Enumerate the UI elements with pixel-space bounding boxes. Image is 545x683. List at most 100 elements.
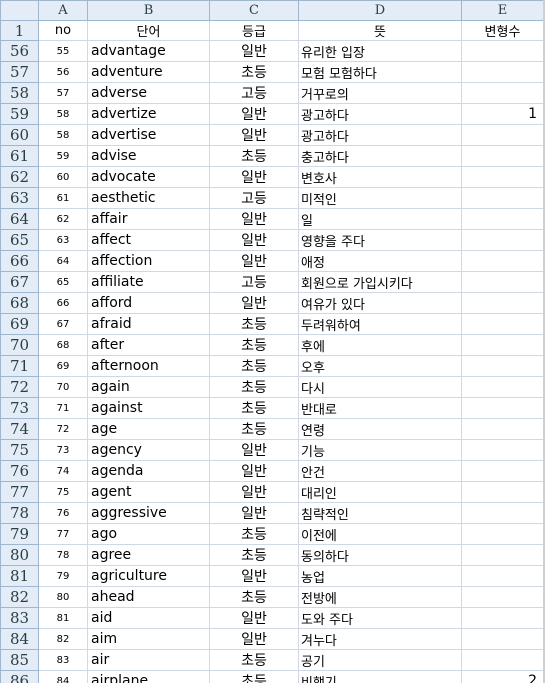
cell-no[interactable]: 59	[38, 145, 88, 167]
row-header[interactable]: 82	[0, 586, 39, 608]
cell-meaning[interactable]: 대리인	[298, 481, 462, 503]
row-header[interactable]: 56	[0, 40, 39, 62]
cell-no[interactable]: 64	[38, 250, 88, 272]
cell-word[interactable]: affection	[87, 250, 210, 272]
cell-word[interactable]: again	[87, 376, 210, 398]
cell-word[interactable]: advocate	[87, 166, 210, 188]
row-header[interactable]: 80	[0, 544, 39, 566]
cell-variant[interactable]	[461, 250, 544, 272]
cell-meaning[interactable]: 유리한 입장	[298, 40, 462, 62]
cell-no[interactable]: 73	[38, 439, 88, 461]
cell-grade[interactable]: 초등	[209, 397, 299, 419]
cell-meaning[interactable]: 오후	[298, 355, 462, 377]
cell-grade[interactable]: 일반	[209, 565, 299, 587]
cell-grade[interactable]: 초등	[209, 586, 299, 608]
cell-no[interactable]: 77	[38, 523, 88, 545]
cell-grade[interactable]: 일반	[209, 502, 299, 524]
cell-grade[interactable]: 일반	[209, 124, 299, 146]
cell-no[interactable]: 61	[38, 187, 88, 209]
cell-meaning[interactable]: 거꾸로의	[298, 82, 462, 104]
column-header-c[interactable]: C	[209, 0, 299, 21]
cell-meaning[interactable]: 동의하다	[298, 544, 462, 566]
cell-no[interactable]: 56	[38, 61, 88, 83]
cell-no[interactable]: 67	[38, 313, 88, 335]
cell-variant[interactable]	[461, 628, 544, 650]
cell-no[interactable]: 62	[38, 208, 88, 230]
cell-word[interactable]: against	[87, 397, 210, 419]
cell-word[interactable]: affiliate	[87, 271, 210, 293]
cell-variant[interactable]	[461, 502, 544, 524]
cell-no[interactable]: 82	[38, 628, 88, 650]
cell-meaning[interactable]: 반대로	[298, 397, 462, 419]
cell-variant[interactable]	[461, 271, 544, 293]
cell-meaning[interactable]: 후에	[298, 334, 462, 356]
column-header-b[interactable]: B	[87, 0, 210, 21]
cell-grade[interactable]: 초등	[209, 418, 299, 440]
row-header[interactable]: 61	[0, 145, 39, 167]
cell-grade[interactable]: 초등	[209, 670, 299, 683]
cell-variant[interactable]	[461, 40, 544, 62]
row-header[interactable]: 70	[0, 334, 39, 356]
cell-meaning[interactable]: 애정	[298, 250, 462, 272]
cell-grade[interactable]: 일반	[209, 481, 299, 503]
row-header[interactable]: 57	[0, 61, 39, 83]
cell-grade[interactable]: 일반	[209, 628, 299, 650]
cell-meaning[interactable]: 충고하다	[298, 145, 462, 167]
cell-variant[interactable]	[461, 187, 544, 209]
cell-grade[interactable]: 고등	[209, 82, 299, 104]
cell-variant[interactable]	[461, 586, 544, 608]
cell-word[interactable]: agriculture	[87, 565, 210, 587]
cell-meaning[interactable]: 이전에	[298, 523, 462, 545]
cell-word[interactable]: adventure	[87, 61, 210, 83]
cell-variant[interactable]: 1	[461, 103, 544, 125]
cell-header-word[interactable]: 단어	[87, 20, 210, 41]
cell-no[interactable]: 76	[38, 502, 88, 524]
cell-header-grade[interactable]: 등급	[209, 20, 299, 41]
cell-variant[interactable]	[461, 397, 544, 419]
cell-grade[interactable]: 일반	[209, 607, 299, 629]
row-header[interactable]: 69	[0, 313, 39, 335]
cell-grade[interactable]: 일반	[209, 103, 299, 125]
cell-grade[interactable]: 초등	[209, 334, 299, 356]
cell-meaning[interactable]: 비행기	[298, 670, 462, 683]
cell-meaning[interactable]: 기능	[298, 439, 462, 461]
cell-no[interactable]: 58	[38, 124, 88, 146]
row-header[interactable]: 62	[0, 166, 39, 188]
cell-meaning[interactable]: 광고하다	[298, 103, 462, 125]
cell-grade[interactable]: 초등	[209, 523, 299, 545]
row-header[interactable]: 73	[0, 397, 39, 419]
cell-variant[interactable]	[461, 523, 544, 545]
cell-header-no[interactable]: no	[38, 20, 88, 41]
cell-word[interactable]: ahead	[87, 586, 210, 608]
cell-grade[interactable]: 일반	[209, 460, 299, 482]
cell-variant[interactable]	[461, 61, 544, 83]
row-header[interactable]: 65	[0, 229, 39, 251]
cell-meaning[interactable]: 여유가 있다	[298, 292, 462, 314]
row-header[interactable]: 74	[0, 418, 39, 440]
row-header[interactable]: 83	[0, 607, 39, 629]
cell-word[interactable]: affect	[87, 229, 210, 251]
row-header[interactable]: 58	[0, 82, 39, 104]
cell-variant[interactable]	[461, 355, 544, 377]
cell-variant[interactable]	[461, 166, 544, 188]
cell-word[interactable]: aggressive	[87, 502, 210, 524]
cell-grade[interactable]: 고등	[209, 271, 299, 293]
row-header[interactable]: 79	[0, 523, 39, 545]
cell-word[interactable]: advertize	[87, 103, 210, 125]
column-header-a[interactable]: A	[38, 0, 88, 21]
row-header[interactable]: 81	[0, 565, 39, 587]
cell-variant[interactable]	[461, 460, 544, 482]
cell-word[interactable]: advantage	[87, 40, 210, 62]
row-header[interactable]: 85	[0, 649, 39, 671]
row-header[interactable]: 78	[0, 502, 39, 524]
cell-grade[interactable]: 초등	[209, 649, 299, 671]
cell-word[interactable]: ago	[87, 523, 210, 545]
cell-variant[interactable]	[461, 649, 544, 671]
cell-grade[interactable]: 초등	[209, 145, 299, 167]
cell-grade[interactable]: 일반	[209, 40, 299, 62]
cell-word[interactable]: adverse	[87, 82, 210, 104]
cell-variant[interactable]	[461, 313, 544, 335]
row-header[interactable]: 72	[0, 376, 39, 398]
cell-no[interactable]: 63	[38, 229, 88, 251]
cell-no[interactable]: 74	[38, 460, 88, 482]
